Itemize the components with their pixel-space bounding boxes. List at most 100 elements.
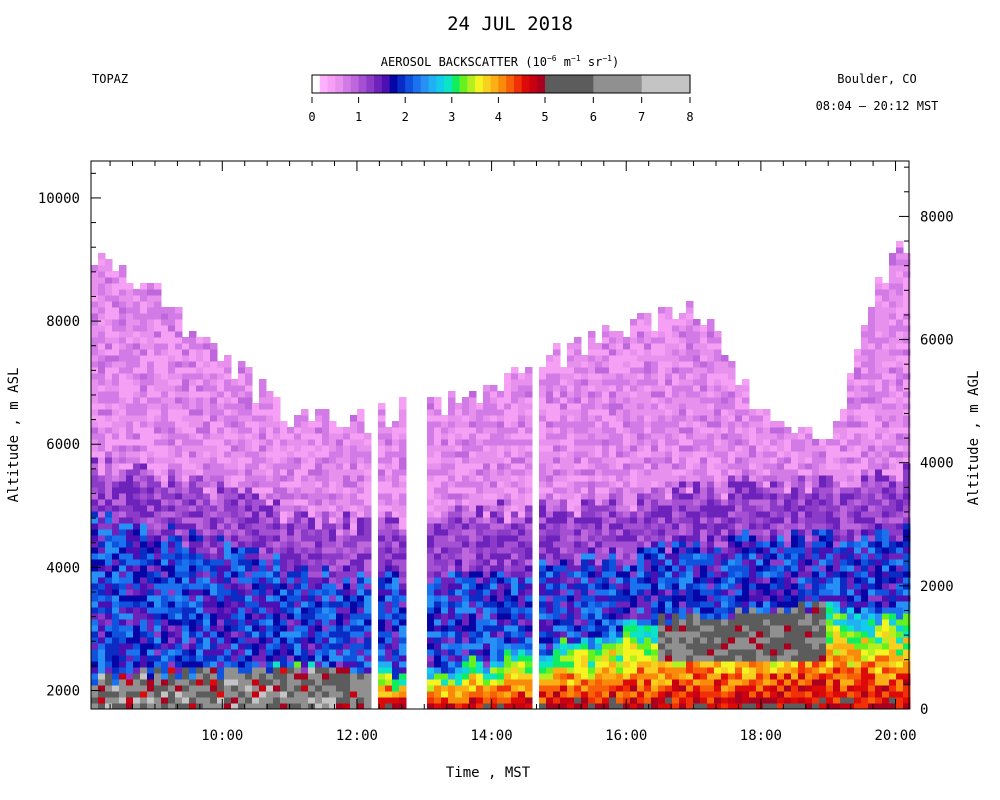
backscatter-cell	[210, 571, 218, 578]
backscatter-cell	[693, 421, 701, 428]
backscatter-cell	[686, 385, 694, 392]
backscatter-cell	[700, 397, 708, 404]
backscatter-cell	[511, 613, 519, 620]
backscatter-cell	[133, 517, 141, 524]
backscatter-cell	[259, 493, 267, 500]
backscatter-cell	[161, 685, 169, 692]
backscatter-cell	[665, 697, 673, 704]
backscatter-cell	[182, 619, 190, 626]
backscatter-cell	[245, 613, 253, 620]
backscatter-cell	[252, 541, 260, 548]
backscatter-cell	[308, 439, 316, 446]
backscatter-cell	[119, 637, 127, 644]
backscatter-cell	[595, 511, 603, 518]
backscatter-cell	[497, 697, 505, 704]
backscatter-cell	[427, 523, 435, 530]
backscatter-cell	[126, 307, 134, 314]
backscatter-cell	[448, 661, 456, 668]
backscatter-cell	[651, 631, 659, 638]
backscatter-cell	[504, 529, 512, 536]
backscatter-cell	[266, 703, 274, 710]
backscatter-cell	[602, 643, 610, 650]
backscatter-cell	[469, 493, 477, 500]
backscatter-cell	[308, 649, 316, 656]
backscatter-cell	[560, 463, 568, 470]
backscatter-cell	[497, 541, 505, 548]
colorbar-tick-label: 6	[590, 110, 597, 124]
backscatter-cell	[182, 499, 190, 506]
colorbar-swatch	[397, 75, 406, 93]
backscatter-cell	[448, 607, 456, 614]
backscatter-cell	[462, 703, 470, 710]
backscatter-cell	[350, 469, 358, 476]
backscatter-cell	[91, 601, 99, 608]
backscatter-cell	[672, 655, 680, 662]
backscatter-cell	[301, 553, 309, 560]
backscatter-cell	[175, 631, 183, 638]
backscatter-cell	[147, 409, 155, 416]
backscatter-cell	[154, 325, 162, 332]
backscatter-cell	[203, 361, 211, 368]
backscatter-cell	[378, 679, 386, 686]
backscatter-cell	[658, 325, 666, 332]
backscatter-cell	[259, 421, 267, 428]
backscatter-cell	[154, 439, 162, 446]
backscatter-cell	[672, 685, 680, 692]
backscatter-cell	[287, 601, 295, 608]
backscatter-cell	[175, 595, 183, 602]
backscatter-cell	[574, 679, 582, 686]
backscatter-cell	[385, 619, 393, 626]
backscatter-cell	[294, 643, 302, 650]
backscatter-cell	[175, 349, 183, 356]
backscatter-cell	[679, 649, 687, 656]
backscatter-cell	[588, 481, 596, 488]
backscatter-cell	[665, 349, 673, 356]
backscatter-cell	[525, 613, 533, 620]
backscatter-cell	[182, 487, 190, 494]
backscatter-cell	[518, 499, 526, 506]
backscatter-cell	[707, 607, 715, 614]
backscatter-cell	[252, 439, 260, 446]
backscatter-cell	[679, 673, 687, 680]
backscatter-cell	[385, 685, 393, 692]
backscatter-cell	[469, 649, 477, 656]
backscatter-cell	[105, 469, 113, 476]
backscatter-cell	[602, 403, 610, 410]
backscatter-cell	[210, 667, 218, 674]
backscatter-cell	[441, 637, 449, 644]
backscatter-cell	[112, 469, 120, 476]
backscatter-cell	[588, 649, 596, 656]
backscatter-cell	[196, 397, 204, 404]
backscatter-cell	[273, 403, 281, 410]
backscatter-cell	[679, 625, 687, 632]
backscatter-cell	[616, 691, 624, 698]
backscatter-cell	[441, 463, 449, 470]
backscatter-cell	[497, 625, 505, 632]
backscatter-cell	[238, 595, 246, 602]
backscatter-cell	[448, 493, 456, 500]
backscatter-cell	[98, 301, 106, 308]
backscatter-cell	[140, 607, 148, 614]
backscatter-cell	[525, 541, 533, 548]
backscatter-cell	[434, 613, 442, 620]
backscatter-cell	[119, 421, 127, 428]
backscatter-cell	[707, 523, 715, 530]
backscatter-cell	[665, 379, 673, 386]
backscatter-cell	[693, 703, 701, 710]
backscatter-cell	[147, 643, 155, 650]
backscatter-cell	[273, 691, 281, 698]
backscatter-cell	[112, 349, 120, 356]
backscatter-cell	[175, 391, 183, 398]
backscatter-cell	[476, 559, 484, 566]
backscatter-cell	[168, 595, 176, 602]
backscatter-cell	[98, 271, 106, 278]
backscatter-cell	[637, 391, 645, 398]
backscatter-cell	[651, 607, 659, 614]
backscatter-cell	[693, 685, 701, 692]
backscatter-cell	[105, 523, 113, 530]
backscatter-cell	[133, 511, 141, 518]
backscatter-cell	[329, 523, 337, 530]
backscatter-cell	[217, 493, 225, 500]
backscatter-cell	[476, 451, 484, 458]
backscatter-cell	[427, 691, 435, 698]
